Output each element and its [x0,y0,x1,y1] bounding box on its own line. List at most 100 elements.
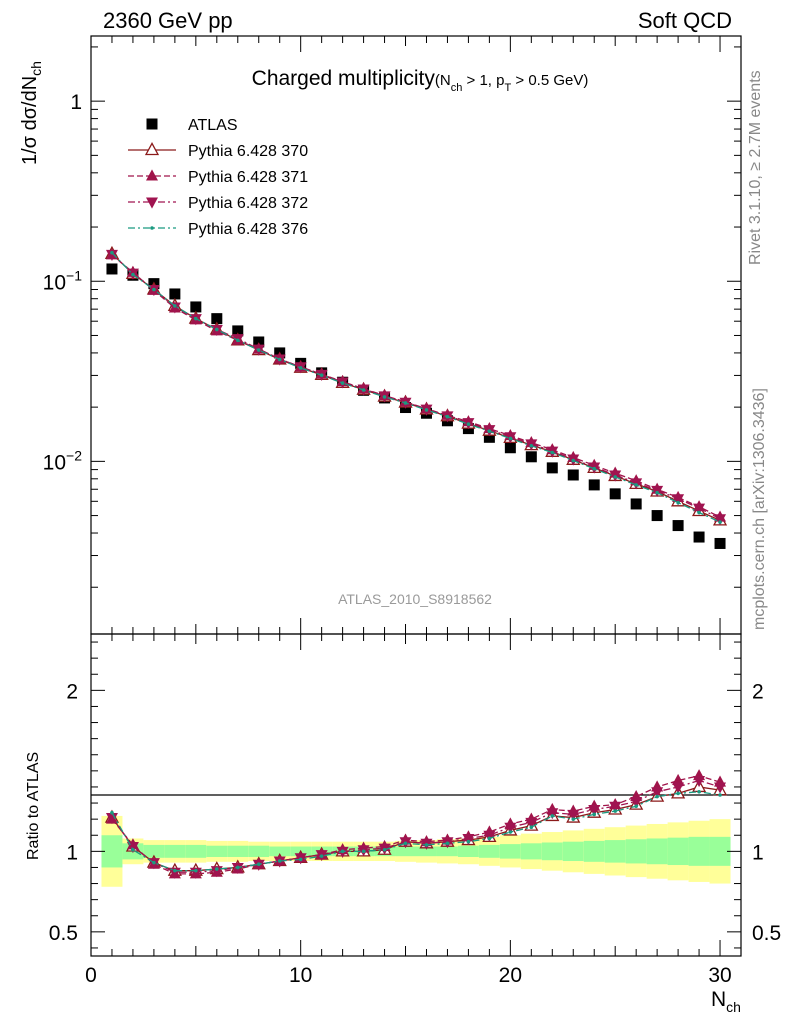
ratio-point [672,782,685,794]
legend-marker [146,197,158,209]
data-point [106,263,118,275]
data-point [215,327,219,332]
data-point [403,401,408,405]
ratio-point [462,833,475,846]
data-point [571,458,576,463]
data-point [319,373,324,377]
data-point [277,357,282,362]
legend-label: Pythia 6.428 371 [188,169,308,186]
band-inner [227,845,249,857]
main-ticks: 1 10−1 10−2 [43,36,742,634]
data-point [232,325,244,337]
ratio-point [718,793,722,797]
ratio-point [424,843,429,847]
main-ytick-label: 10−2 [43,447,83,474]
ratio-xtick-label: 10 [289,964,312,987]
ratio-point [110,810,114,815]
data-point [298,366,303,370]
legend-label: Pythia 6.428 376 [188,221,308,238]
data-point [382,395,387,399]
ratio-point [676,791,680,796]
ratio-point [504,822,517,834]
main-panel: 1 10−1 10−2 Charged multiplicity(Nch > 1, … [19,35,742,635]
data-point [672,494,685,506]
ratio-point [508,830,513,834]
ratio-point [672,773,685,786]
main-ylabel: 1/σ dσ/dNch [19,61,44,165]
data-point [194,316,198,321]
data-point [235,338,240,343]
data-point [546,462,558,474]
legend-marker [144,142,160,156]
main-series [104,245,728,549]
data-point [714,514,727,526]
mcplots-label: mcplots.cern.ch [arXiv:1306.3436] [751,388,768,630]
ratio-point [194,868,198,873]
data-point [504,442,516,454]
ratio-ytick-label: 0.5 [752,922,781,945]
data-point [588,479,600,491]
ratio-point [693,776,706,788]
band-inner [248,845,270,857]
legend-label: Pythia 6.428 370 [188,143,308,160]
data-point [693,531,705,543]
data-point [483,431,495,443]
ratio-point [588,804,601,817]
ratio-point [483,830,496,842]
legend-label: Pythia 6.428 372 [188,195,308,212]
ratio-point [529,825,534,829]
ratio-point [609,801,622,813]
ratio-point [340,849,345,854]
legend-marker [146,118,158,130]
ratio-xlabel: Nch [711,988,741,1015]
ratio-point [697,789,701,794]
series-line [111,252,721,523]
band-inner [667,837,689,866]
band-inner [499,844,521,859]
ratio-series-3 [110,789,722,873]
ratio-point [173,868,177,873]
band-inner [583,840,605,862]
data-point [256,348,261,352]
data-point [253,336,265,348]
ratio-point [714,782,727,794]
ratio-point [655,794,659,799]
ratio-xtick-label: 0 [85,964,97,987]
ratio-ytick-label: 2 [66,680,78,703]
ratio-point [546,808,559,820]
ratio-point [571,817,576,821]
band-inner [457,845,479,857]
band-inner [688,836,710,866]
data-point [424,408,429,412]
ratio-point [634,804,638,809]
ratio-xtick-label: 30 [708,964,731,987]
main-ytick-label: 1 [70,91,82,114]
ratio-point [152,860,156,865]
ratio-point [215,867,219,871]
data-point [697,510,701,515]
band-inner [143,844,165,858]
ratio-ytick-label: 0.5 [49,922,78,945]
ratio-point [567,809,580,821]
data-point [487,429,492,434]
data-point [110,250,114,255]
ratio-point [235,865,240,870]
ratio-point [319,854,324,858]
ratio-series [104,769,728,879]
data-point [361,388,366,392]
data-point [466,422,471,426]
band-inner [206,845,228,857]
data-point [525,451,537,463]
data-point [567,469,579,481]
legend: ATLAS Pythia 6.428 370 Pythia 6.428 371 Pyt… [128,117,308,238]
band-inner [185,844,207,858]
band-inner [604,840,626,863]
band-inner [478,844,500,858]
band-inner [164,844,186,858]
ratio-point [651,787,664,799]
legend-marker [146,169,158,181]
data-point [655,490,659,495]
data-point [676,500,680,505]
ratio-panel: 2 2 1 1 0.5 0.5 0 10 20 30 Ratio to ATLAS Nch [25,633,781,1015]
